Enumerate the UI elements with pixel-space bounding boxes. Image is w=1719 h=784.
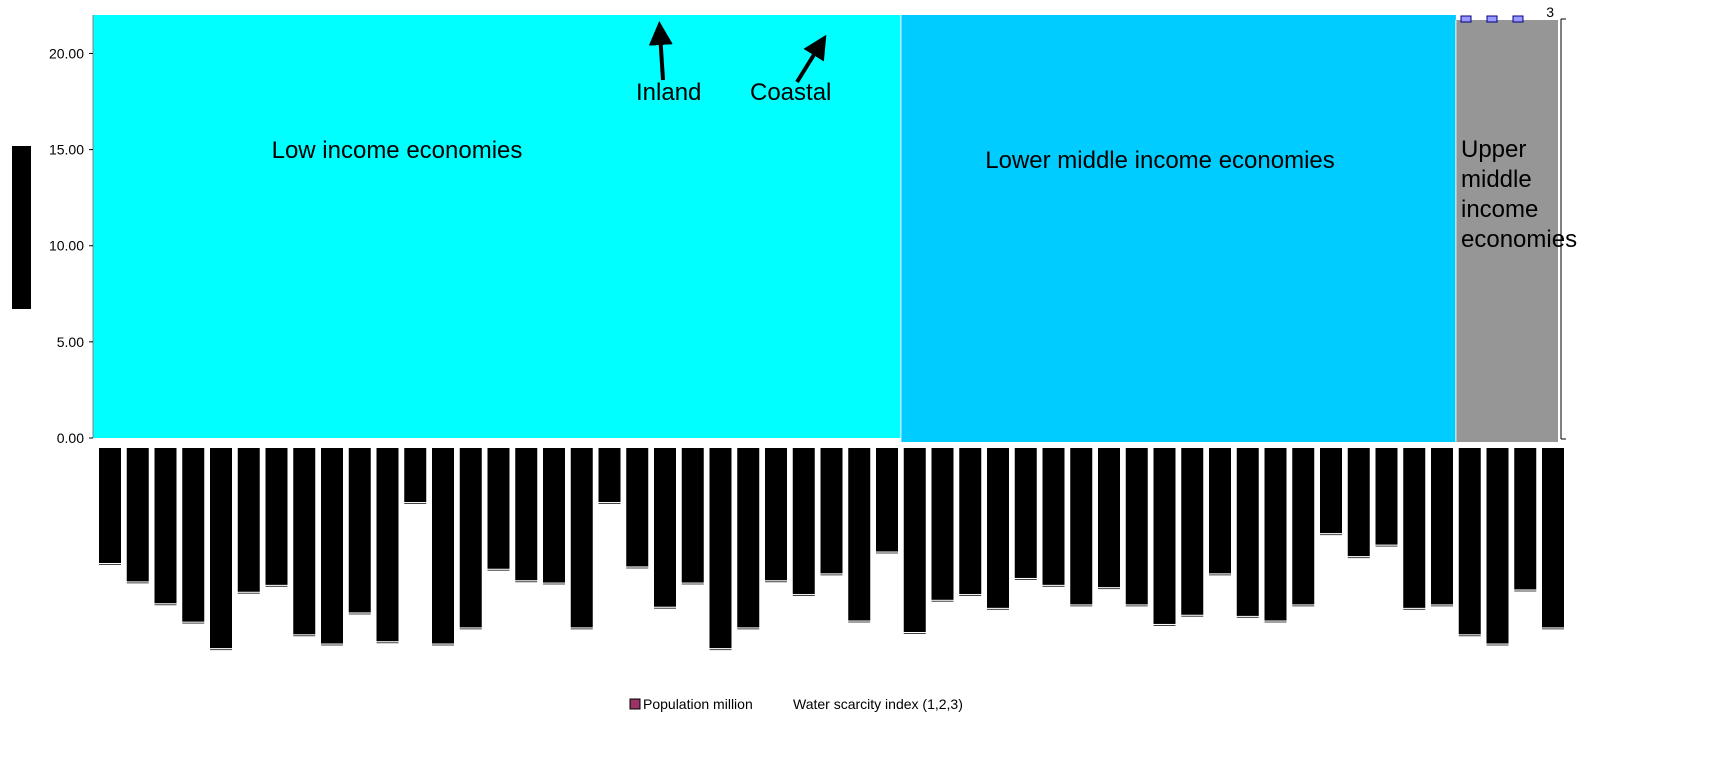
y-right-tick-label: 3: [1546, 4, 1554, 20]
bar: [543, 448, 565, 583]
bar: [792, 448, 815, 595]
bar: [154, 448, 177, 604]
bar: [210, 448, 232, 649]
bar: [1014, 448, 1037, 578]
bar: [321, 448, 343, 644]
bar: [404, 448, 427, 503]
region-2-background: [1455, 20, 1558, 442]
bar: [99, 448, 121, 563]
bar: [182, 448, 205, 622]
bar: [265, 448, 288, 585]
legend-label-water-scarcity: Water scarcity index (1,2,3): [793, 696, 963, 712]
left-axis-title-block: [12, 146, 31, 309]
bar: [1042, 448, 1065, 585]
bar: [765, 448, 787, 581]
bar: [1431, 448, 1453, 605]
annotation-arrow: [795, 34, 827, 84]
bar: [348, 448, 371, 613]
bar: [1486, 448, 1509, 644]
bar: [709, 448, 732, 649]
bar: [1375, 448, 1398, 545]
bar: [376, 448, 399, 642]
bar: [570, 448, 593, 628]
bar: [293, 448, 316, 635]
bar: [737, 448, 760, 628]
region-0-label: Low income economies: [272, 137, 523, 164]
bar: [848, 448, 871, 621]
y-tick-label: 10.00: [49, 238, 84, 254]
y-axis-right: 3: [1460, 4, 1566, 440]
region-1-label-line: Lower middle income economies: [985, 147, 1335, 174]
bar: [1320, 448, 1342, 534]
region-2-label: Upper middle income economies: [1461, 136, 1577, 253]
bar: [1236, 448, 1259, 616]
bar: [987, 448, 1009, 608]
income-regions: Low income economies Lower middle income …: [93, 15, 1577, 442]
bar: [626, 448, 649, 567]
bar: [1125, 448, 1148, 605]
water-scarcity-marker: [1512, 15, 1524, 23]
y-tick-label: 5.00: [57, 334, 84, 350]
bar: [1292, 448, 1315, 605]
y-axis-left: 0.00 5.00 10.00 15.00 20.00: [49, 15, 94, 446]
legend-swatch-population: [629, 698, 641, 710]
region-2-label-line: Upper: [1461, 136, 1526, 163]
bar: [1403, 448, 1426, 608]
bar: [1181, 448, 1204, 615]
region-1-background: [900, 15, 1456, 442]
bar: [237, 448, 260, 592]
bar: [1264, 448, 1287, 621]
region-0-label-line: Low income economies: [272, 137, 523, 164]
y-tick-label: 15.00: [49, 142, 84, 158]
region-2-label-line: middle: [1461, 166, 1532, 193]
bar: [903, 448, 926, 632]
bar: [126, 448, 149, 582]
y-tick-label: 20.00: [49, 45, 84, 61]
annotation-label: Inland: [636, 79, 701, 106]
bar: [1209, 448, 1231, 574]
water-scarcity-marker: [1486, 15, 1498, 23]
bar: [959, 448, 982, 595]
population-bars: [99, 448, 1564, 651]
bar: [654, 448, 676, 607]
bar: [931, 448, 954, 600]
bar: [820, 448, 843, 574]
annotation-label: Coastal: [750, 79, 831, 106]
bar: [432, 448, 454, 644]
bar: [681, 448, 704, 583]
region-2-label-line: economies: [1461, 226, 1577, 253]
bar: [515, 448, 538, 581]
bar: [1070, 448, 1093, 605]
bar: [459, 448, 482, 628]
bar: [876, 448, 898, 552]
bar: [1542, 448, 1564, 628]
bar: [1098, 448, 1120, 588]
bar: [487, 448, 510, 569]
bar: [1347, 448, 1370, 557]
region-1-label: Lower middle income economies: [985, 147, 1335, 174]
bar: [1458, 448, 1481, 635]
bar: [598, 448, 621, 503]
annotations: Inland Coastal: [636, 21, 831, 106]
region-2-label-line: income: [1461, 196, 1538, 223]
legend-label-population: Population million: [643, 696, 753, 712]
annotation-arrow: [648, 21, 673, 81]
region-0-background: [93, 15, 901, 438]
y-tick-label: 0.00: [57, 430, 84, 446]
bar: [1514, 448, 1537, 590]
water-scarcity-marker: [1460, 15, 1472, 23]
legend: Population million Water scarcity index …: [629, 696, 963, 712]
bar: [1153, 448, 1176, 624]
